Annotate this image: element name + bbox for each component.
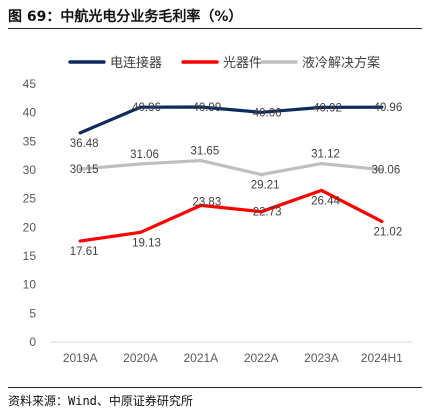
series-lines	[78, 105, 384, 243]
series-line-0	[78, 105, 384, 135]
data-label: 40.96	[373, 102, 402, 114]
series-line-2	[78, 158, 384, 177]
source-note: 资料来源：Wind、中原证券研究所	[8, 394, 193, 408]
x-tick-label: 2023A	[304, 351, 339, 365]
x-axis: 2019A 2020A 2021A 2022A 2023A 2024H1	[63, 351, 403, 365]
y-tick-label: 5	[29, 306, 36, 320]
data-label: 30.06	[371, 165, 400, 177]
x-tick-label: 2024H1	[361, 351, 403, 365]
figure-title: 图 69：中航光电分业务毛利率（%）	[8, 9, 243, 25]
legend-label: 液冷解决方案	[302, 55, 380, 71]
y-tick-label: 45	[23, 77, 37, 91]
y-tick-label: 35	[23, 134, 37, 148]
legend-item-1: 光器件	[181, 56, 262, 71]
y-tick-label: 25	[23, 192, 37, 206]
y-axis: 0 5 10 15 20 25 30 35 40 45	[23, 77, 37, 349]
x-tick-label: 2022A	[244, 351, 279, 365]
data-label: 40.92	[313, 102, 342, 114]
y-tick-label: 40	[23, 106, 37, 120]
legend-label: 光器件	[223, 56, 262, 71]
data-label: 31.12	[311, 149, 340, 161]
data-label: 17.61	[70, 246, 99, 258]
y-tick-label: 20	[23, 220, 37, 234]
data-label: 30.15	[70, 164, 99, 176]
x-tick-label: 2021A	[183, 351, 218, 365]
source-rule	[8, 387, 422, 388]
data-label: 23.83	[192, 196, 221, 208]
legend-item-2: 液冷解决方案	[260, 55, 380, 71]
title-rule	[8, 28, 422, 29]
data-label: 40.96	[132, 102, 161, 114]
data-label: 36.48	[70, 138, 99, 150]
series-line-1	[78, 188, 384, 243]
data-label: 31.65	[190, 146, 219, 158]
x-tick-label: 2020A	[123, 351, 158, 365]
x-tick-label: 2019A	[63, 351, 98, 365]
data-label: 40.99	[192, 102, 221, 114]
legend-label: 电连接器	[110, 55, 162, 71]
data-label: 26.44	[311, 195, 340, 207]
data-label: 21.02	[373, 226, 402, 238]
data-label: 22.73	[253, 207, 282, 219]
y-tick-label: 0	[29, 335, 36, 349]
y-tick-label: 15	[23, 249, 37, 263]
data-label: 31.06	[130, 149, 159, 161]
y-tick-label: 30	[23, 163, 37, 177]
data-label: 29.21	[251, 180, 280, 192]
data-label: 40.06	[253, 107, 282, 119]
data-labels: 36.48 40.96 40.99 40.06 40.92 40.96 17.61 19.13…	[70, 102, 402, 258]
y-tick-label: 10	[23, 278, 37, 292]
legend: 电连接器 光器件 液冷解决方案	[68, 55, 380, 71]
data-label: 19.13	[132, 237, 161, 249]
legend-item-0: 电连接器	[68, 55, 162, 71]
